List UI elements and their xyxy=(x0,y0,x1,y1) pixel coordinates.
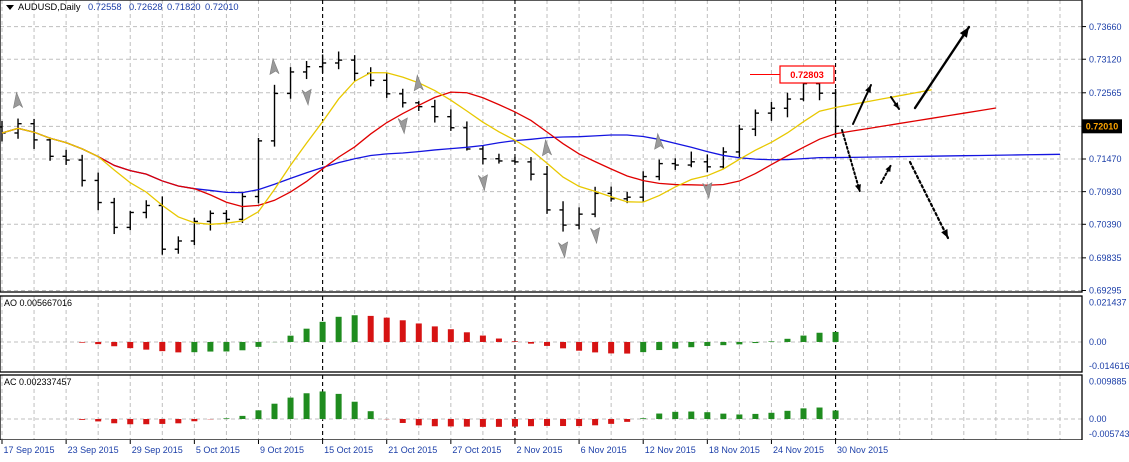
svg-text:0.72803: 0.72803 xyxy=(790,70,824,80)
svg-text:0.73120: 0.73120 xyxy=(1089,54,1122,64)
svg-text:6 Nov 2015: 6 Nov 2015 xyxy=(581,445,627,455)
svg-text:0.021437: 0.021437 xyxy=(1089,298,1127,308)
svg-text:0.70930: 0.70930 xyxy=(1089,187,1122,197)
svg-text:15 Oct 2015: 15 Oct 2015 xyxy=(324,445,373,455)
svg-text:17 Sep 2015: 17 Sep 2015 xyxy=(4,445,55,455)
svg-text:-0.005743: -0.005743 xyxy=(1089,429,1129,439)
svg-text:9 Oct 2015: 9 Oct 2015 xyxy=(260,445,304,455)
svg-text:23 Sep 2015: 23 Sep 2015 xyxy=(68,445,119,455)
svg-text:0.00: 0.00 xyxy=(1089,337,1107,347)
svg-text:0.72558: 0.72558 xyxy=(88,2,122,12)
svg-text:0.69835: 0.69835 xyxy=(1089,253,1122,263)
svg-text:2 Nov 2015: 2 Nov 2015 xyxy=(516,445,562,455)
svg-text:0.72628: 0.72628 xyxy=(129,2,163,12)
svg-text:AO 0.005667016: AO 0.005667016 xyxy=(4,298,72,308)
svg-text:18 Nov 2015: 18 Nov 2015 xyxy=(709,445,760,455)
svg-text:0.72010: 0.72010 xyxy=(205,2,239,12)
svg-text:24 Nov 2015: 24 Nov 2015 xyxy=(773,445,824,455)
svg-text:21 Oct 2015: 21 Oct 2015 xyxy=(388,445,437,455)
svg-text:AC 0.002337457: AC 0.002337457 xyxy=(4,377,72,387)
svg-text:27 Oct 2015: 27 Oct 2015 xyxy=(452,445,501,455)
svg-text:12 Nov 2015: 12 Nov 2015 xyxy=(645,445,696,455)
svg-text:0.71470: 0.71470 xyxy=(1089,154,1122,164)
svg-text:30 Nov 2015: 30 Nov 2015 xyxy=(837,445,888,455)
svg-text:0.69295: 0.69295 xyxy=(1089,286,1122,296)
svg-text:0.72010: 0.72010 xyxy=(1086,122,1119,132)
svg-text:0.71820: 0.71820 xyxy=(167,2,201,12)
svg-text:0.009885: 0.009885 xyxy=(1089,377,1127,387)
svg-text:-0.014616: -0.014616 xyxy=(1089,361,1129,371)
svg-text:0.73660: 0.73660 xyxy=(1089,22,1122,32)
svg-text:5 Oct 2015: 5 Oct 2015 xyxy=(196,445,240,455)
svg-text:AUDUSD,Daily: AUDUSD,Daily xyxy=(18,2,81,12)
svg-text:29 Sep 2015: 29 Sep 2015 xyxy=(132,445,183,455)
svg-text:0.72565: 0.72565 xyxy=(1089,88,1122,98)
svg-text:0.00: 0.00 xyxy=(1089,414,1107,424)
svg-text:0.70390: 0.70390 xyxy=(1089,219,1122,229)
